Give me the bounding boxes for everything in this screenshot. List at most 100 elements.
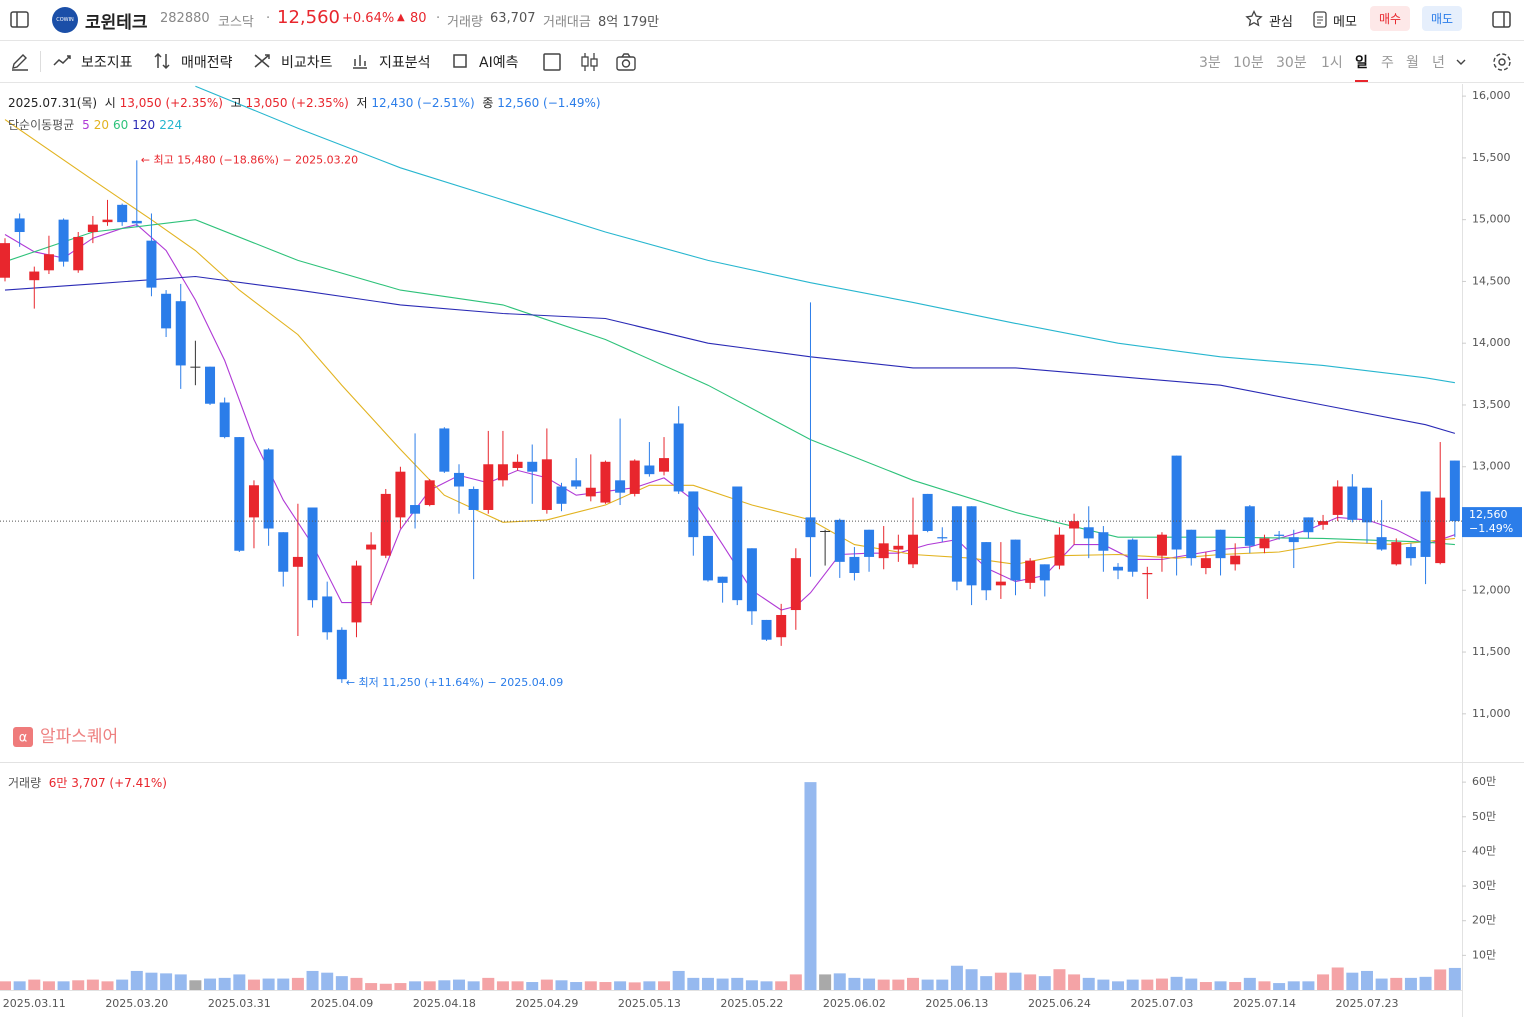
- sell-button[interactable]: 매도: [1422, 6, 1463, 31]
- settings[interactable]: [1490, 50, 1514, 74]
- volume-bar: [306, 970, 319, 990]
- candle-body: [117, 204, 128, 223]
- dot: ·: [266, 11, 271, 26]
- candle-body: [1347, 486, 1358, 520]
- volume-bar: [643, 981, 656, 990]
- info-high: 13,050 (+2.35%): [245, 96, 349, 110]
- dot: ·: [436, 11, 441, 26]
- volume-bar: [321, 972, 334, 990]
- candle-body: [87, 224, 98, 233]
- watch-button[interactable]: 관심: [1269, 15, 1293, 30]
- volume-bar: [511, 981, 524, 990]
- toolbar: 보조지표 매매전략 비교차트 지표분석 AI예측 3분 10분 30분 1시 일 주 월 년: [0, 41, 1524, 83]
- candle-body: [1230, 555, 1241, 565]
- volume-bar: [101, 981, 114, 990]
- layout-tool[interactable]: [540, 51, 564, 73]
- volume-bar: [467, 981, 480, 990]
- period-tab[interactable]: 10분: [1233, 55, 1264, 71]
- stock-code: 282880: [160, 11, 210, 26]
- volume-bar: [409, 981, 422, 990]
- ma-legend-entry: 224: [159, 118, 183, 132]
- info-high-label: 고: [230, 96, 242, 110]
- candle-body: [790, 558, 801, 611]
- candle-body: [981, 542, 992, 591]
- volume-bar: [1434, 969, 1447, 990]
- candle-body: [102, 219, 113, 223]
- period-more[interactable]: [1454, 55, 1468, 69]
- tool-icon[interactable]: [450, 51, 472, 73]
- candle-body: [43, 254, 54, 271]
- candle-body: [1069, 521, 1080, 529]
- draw-tool[interactable]: [8, 50, 32, 74]
- period-tab[interactable]: 일: [1355, 52, 1368, 82]
- memo-icon[interactable]: [1311, 9, 1329, 29]
- ma-legend-entry: 60: [113, 118, 129, 132]
- candle-body: [248, 485, 259, 518]
- candle-body: [1303, 517, 1314, 533]
- watermark: α 알파스퀘어: [13, 727, 118, 747]
- tool-button[interactable]: 지표분석: [379, 55, 431, 71]
- candle-body: [1376, 537, 1387, 550]
- y-tick-label: 10만: [1472, 948, 1496, 961]
- period-tab[interactable]: 30분: [1276, 55, 1307, 71]
- volume-bar: [130, 970, 143, 990]
- y-tick-label: 12,000: [1472, 583, 1511, 596]
- volume-bar: [1448, 967, 1461, 990]
- candle-body: [541, 459, 552, 510]
- period-tab[interactable]: 년: [1432, 55, 1445, 71]
- candle-body: [366, 544, 377, 550]
- volume-bar: [335, 976, 348, 990]
- volume-bar: [423, 981, 436, 990]
- y-tick-label: 15,000: [1472, 213, 1511, 226]
- volume-bar: [247, 979, 260, 990]
- tool-icon[interactable]: [52, 51, 74, 73]
- volume-bar: [1199, 982, 1212, 990]
- volume-bar: [760, 981, 773, 990]
- info-open: 13,050 (+2.35%): [119, 96, 223, 110]
- tool-icon[interactable]: [350, 51, 372, 73]
- candle-tool[interactable]: [578, 51, 602, 73]
- volume-bar: [555, 980, 568, 990]
- tool-button[interactable]: 매매전략: [181, 55, 233, 71]
- header: COWIN 코윈테크 282880 코스닥 · 12,560 +0.64% ▲ …: [0, 0, 1524, 41]
- tool-button[interactable]: AI예측: [479, 55, 519, 71]
- volume-bar: [877, 979, 890, 990]
- volume-bar: [965, 969, 978, 990]
- volume-bar: [1170, 976, 1183, 990]
- period-tab[interactable]: 3분: [1199, 55, 1221, 71]
- y-tick-label: 11,500: [1472, 645, 1511, 658]
- tool-icon[interactable]: [152, 51, 174, 73]
- candle-body: [219, 402, 230, 438]
- candle-body: [966, 506, 977, 586]
- star-icon[interactable]: [1245, 10, 1263, 28]
- ma-legend-entry: 120: [132, 118, 156, 132]
- candle-body: [1054, 534, 1065, 566]
- tool-button[interactable]: 비교차트: [281, 55, 333, 71]
- market: 코스닥: [218, 15, 254, 30]
- stock-name[interactable]: 코윈테크: [85, 13, 148, 33]
- volume-bar: [438, 980, 451, 990]
- candle-body: [1127, 539, 1138, 572]
- volume-bar: [233, 974, 246, 990]
- info-open-label: 시: [104, 96, 116, 110]
- sidebar-toggle[interactable]: [8, 8, 32, 32]
- last-change-label: −1.49%: [1469, 522, 1513, 535]
- period-tab[interactable]: 월: [1406, 55, 1419, 71]
- candle-body: [629, 460, 640, 494]
- camera-tool[interactable]: [614, 51, 638, 73]
- tool-button[interactable]: 보조지표: [81, 55, 133, 71]
- period-tab[interactable]: 주: [1381, 55, 1394, 71]
- candle-body: [1244, 506, 1255, 546]
- candle-body: [58, 219, 69, 262]
- x-tick-label: 2025.05.13: [618, 997, 681, 1010]
- candle-body: [146, 240, 157, 288]
- buy-button[interactable]: 매수: [1370, 6, 1411, 31]
- period-tab[interactable]: 1시: [1321, 55, 1343, 71]
- watermark-icon: [13, 727, 33, 747]
- candle-body: [805, 517, 816, 538]
- stock-logo: COWIN: [52, 7, 78, 33]
- memo-button[interactable]: 메모: [1333, 15, 1357, 30]
- tool-icon[interactable]: [252, 51, 274, 73]
- panel-toggle[interactable]: [1490, 8, 1514, 32]
